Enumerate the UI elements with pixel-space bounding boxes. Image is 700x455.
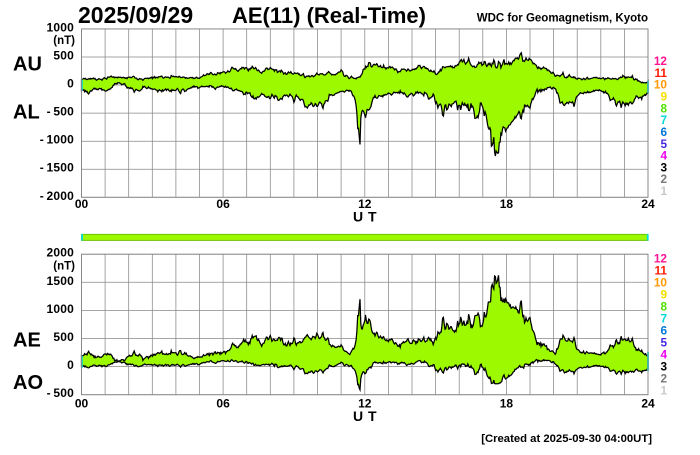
svg-text:6: 6 <box>660 125 667 139</box>
svg-text:06: 06 <box>216 197 230 211</box>
svg-text:12: 12 <box>358 396 372 410</box>
svg-text:3: 3 <box>660 360 667 374</box>
svg-text:(nT): (nT) <box>53 260 75 272</box>
svg-text:U T: U T <box>353 408 377 424</box>
svg-text:1: 1 <box>660 384 667 398</box>
svg-text:4: 4 <box>660 348 667 362</box>
svg-text:24: 24 <box>641 197 655 211</box>
svg-text:5: 5 <box>660 336 667 350</box>
svg-text:- 1000: - 1000 <box>40 133 74 147</box>
svg-text:(nT): (nT) <box>53 35 75 47</box>
svg-text:7: 7 <box>660 312 667 326</box>
svg-text:AL: AL <box>13 102 40 124</box>
svg-text:24: 24 <box>641 396 655 410</box>
svg-text:10: 10 <box>654 78 668 92</box>
svg-text:10: 10 <box>654 276 668 290</box>
svg-text:11: 11 <box>655 264 668 278</box>
svg-text:1500: 1500 <box>47 274 75 288</box>
svg-text:7: 7 <box>660 113 667 127</box>
svg-text:AE(11) (Real-Time): AE(11) (Real-Time) <box>232 3 426 28</box>
svg-text:8: 8 <box>660 101 667 115</box>
svg-text:12: 12 <box>654 252 668 266</box>
svg-text:2000: 2000 <box>47 246 75 260</box>
svg-text:- 1500: - 1500 <box>40 161 74 175</box>
svg-text:- 500: - 500 <box>47 105 75 119</box>
svg-text:2: 2 <box>660 172 667 186</box>
svg-text:9: 9 <box>660 288 667 302</box>
svg-text:AU: AU <box>13 53 42 75</box>
svg-text:2: 2 <box>660 372 667 386</box>
svg-text:- 500: - 500 <box>47 386 75 400</box>
svg-text:4: 4 <box>660 149 667 163</box>
svg-text:- 2000: - 2000 <box>40 189 74 203</box>
svg-text:500: 500 <box>53 49 74 63</box>
svg-text:3: 3 <box>660 160 667 174</box>
svg-text:11: 11 <box>655 66 668 80</box>
svg-text:500: 500 <box>53 330 74 344</box>
svg-text:18: 18 <box>500 396 514 410</box>
svg-text:AE: AE <box>13 329 41 351</box>
svg-text:1000: 1000 <box>47 20 75 34</box>
svg-text:12: 12 <box>654 54 668 68</box>
svg-text:8: 8 <box>660 300 667 314</box>
svg-text:1000: 1000 <box>47 302 75 316</box>
svg-text:2025/09/29: 2025/09/29 <box>78 2 193 28</box>
svg-text:9: 9 <box>660 90 667 104</box>
svg-text:0: 0 <box>67 77 74 91</box>
svg-text:5: 5 <box>660 137 667 151</box>
svg-text:1: 1 <box>660 184 667 198</box>
svg-text:U T: U T <box>353 209 377 225</box>
svg-text:0: 0 <box>67 358 74 372</box>
svg-text:6: 6 <box>660 324 667 338</box>
svg-text:00: 00 <box>75 396 89 410</box>
svg-text:18: 18 <box>500 197 514 211</box>
svg-text:00: 00 <box>75 197 89 211</box>
svg-text:WDC for Geomagnetism, Kyoto: WDC for Geomagnetism, Kyoto <box>477 13 648 25</box>
svg-text:12: 12 <box>358 197 372 211</box>
svg-text:[Created at 2025-09-30 04:00UT: [Created at 2025-09-30 04:00UT] <box>481 433 652 445</box>
svg-text:AO: AO <box>13 372 43 394</box>
svg-text:06: 06 <box>216 396 230 410</box>
